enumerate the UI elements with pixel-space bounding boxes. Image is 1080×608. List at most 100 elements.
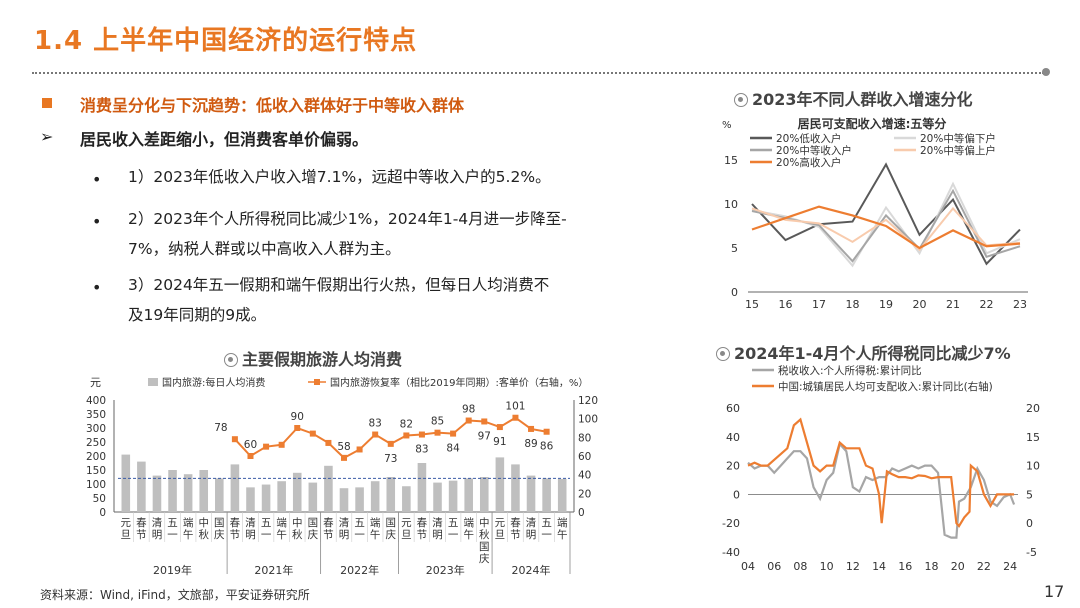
x-category-label: 春: [230, 517, 241, 529]
line-point: [543, 428, 550, 435]
line-point: [450, 430, 457, 437]
line-point: [325, 439, 332, 446]
line-point: [512, 414, 519, 421]
line-point: [481, 418, 488, 425]
data-label: 73: [384, 453, 397, 465]
bar: [308, 482, 318, 512]
x-category-label: 国: [214, 517, 225, 529]
data-label: 101: [505, 401, 525, 413]
circle-target-icon: [224, 353, 238, 367]
holiday-spending-bar-chart: 元 国内旅游:每日人均消费 国内旅游恢复率（相比2019年同期）:客单价（右轴，%）…: [86, 376, 598, 577]
y-tick-label: 5: [731, 242, 738, 255]
bar: [339, 488, 349, 512]
y-axis-unit: %: [722, 120, 732, 131]
x-category-label: 清: [432, 516, 443, 529]
x-category-label: 元: [495, 517, 506, 529]
line-point: [341, 454, 347, 461]
bar: [433, 482, 442, 512]
y-tick-label: 350: [86, 409, 106, 421]
line-point: [278, 441, 285, 448]
y2-tick-label: 0: [578, 507, 585, 519]
line-point: [231, 436, 238, 443]
arrow-bullet-icon: ➢: [40, 127, 54, 146]
divider-end-dot: [1042, 68, 1050, 76]
x-tick-label: 04: [741, 560, 755, 573]
dot-bullet-icon: •: [92, 212, 102, 231]
x-category-label: 旦: [495, 529, 506, 541]
bar: [230, 464, 240, 512]
x-category-label: 清: [152, 516, 163, 529]
x-category-label: 春: [323, 517, 334, 529]
x-category-label: 庆: [308, 528, 319, 541]
y-tick-label: 150: [86, 465, 106, 477]
data-label: 83: [415, 444, 428, 456]
bar: [277, 481, 286, 512]
bar: [526, 475, 536, 512]
bar: [511, 464, 520, 512]
x-tick-label: 18: [846, 298, 860, 311]
x-category-label: 清: [245, 516, 256, 529]
x-category-label: 明: [245, 529, 256, 541]
bar: [152, 475, 162, 512]
bar: [246, 487, 255, 512]
series-line-1: [751, 162, 1021, 266]
data-label: 91: [493, 436, 506, 448]
y-tick-label: 300: [86, 423, 106, 435]
y-tick-label: 0: [733, 488, 740, 501]
y-tick-label: 400: [86, 395, 106, 407]
y2-tick-label: -5: [1026, 546, 1037, 559]
line-point: [247, 453, 254, 459]
data-label: 97: [478, 430, 491, 442]
y-tick-label: 0: [99, 507, 106, 519]
group-label: 2021年: [254, 563, 293, 577]
dot-bullet-icon: •: [92, 278, 102, 297]
x-category-label: 庆: [386, 528, 397, 541]
legend-swatch: [148, 378, 158, 386]
y-tick-label: -40: [722, 546, 740, 559]
bar: [261, 484, 271, 512]
x-category-label: 一: [167, 529, 178, 541]
x-tick-label: 20: [951, 560, 965, 573]
x-tick-label: 10: [820, 560, 834, 573]
line-point: [356, 446, 363, 453]
x-category-label: 元: [401, 517, 412, 529]
page-number: 17: [1044, 582, 1065, 601]
x-tick-label: 20: [913, 298, 927, 311]
legend-label: 国内旅游:每日人均消费: [162, 376, 265, 389]
x-category-label: 明: [432, 529, 443, 541]
bar: [495, 457, 505, 512]
y2-tick-label: 10: [1026, 460, 1040, 473]
series-line-5: [751, 205, 1021, 250]
x-tick-label: 17: [812, 298, 826, 311]
x-category-label: 元: [121, 517, 132, 529]
line-point: [434, 429, 441, 436]
point-2-line-1: 2）2023年个人所得税同比减少1%，2024年1-4月进一步降至-: [128, 210, 567, 228]
bar: [168, 470, 177, 512]
y-tick-label: 100: [86, 479, 106, 491]
bar: [542, 478, 551, 512]
subheadline: 居民收入差距缩小，但消费客单价偏弱。: [80, 130, 369, 149]
page-title: 1.4 上半年中国经济的运行特点: [34, 26, 418, 56]
x-category-label: 春: [136, 517, 147, 529]
legend-label: 20%低收入户: [776, 132, 841, 145]
bar: [324, 465, 333, 512]
y-axis-unit: 元: [90, 376, 101, 389]
x-category-label: 节: [510, 529, 520, 541]
x-category-label: 春: [510, 517, 521, 529]
income-growth-line-chart: 居民可支配收入增速:五等分% 0 5 10 15 15 16 17 18 19 20 21 22 23 20…: [722, 116, 1028, 311]
y2-tick-label: 20: [1026, 402, 1040, 415]
legend-label: 税收收入:个人所得税:累计同比: [778, 364, 922, 377]
y-tick-label: 250: [86, 437, 106, 449]
data-label: 86: [540, 441, 554, 453]
x-category-label: 中: [198, 516, 209, 529]
x-tick-label: 21: [946, 298, 960, 311]
legend-label: 20%中等收入户: [776, 144, 852, 157]
x-category-label: 午: [370, 528, 381, 541]
bar: [417, 463, 427, 512]
line-point: [496, 424, 503, 431]
x-category-label: 端: [276, 516, 287, 529]
bar: [448, 480, 458, 512]
x-category-label: 庆: [214, 528, 225, 541]
x-category-label: 一: [448, 529, 459, 541]
